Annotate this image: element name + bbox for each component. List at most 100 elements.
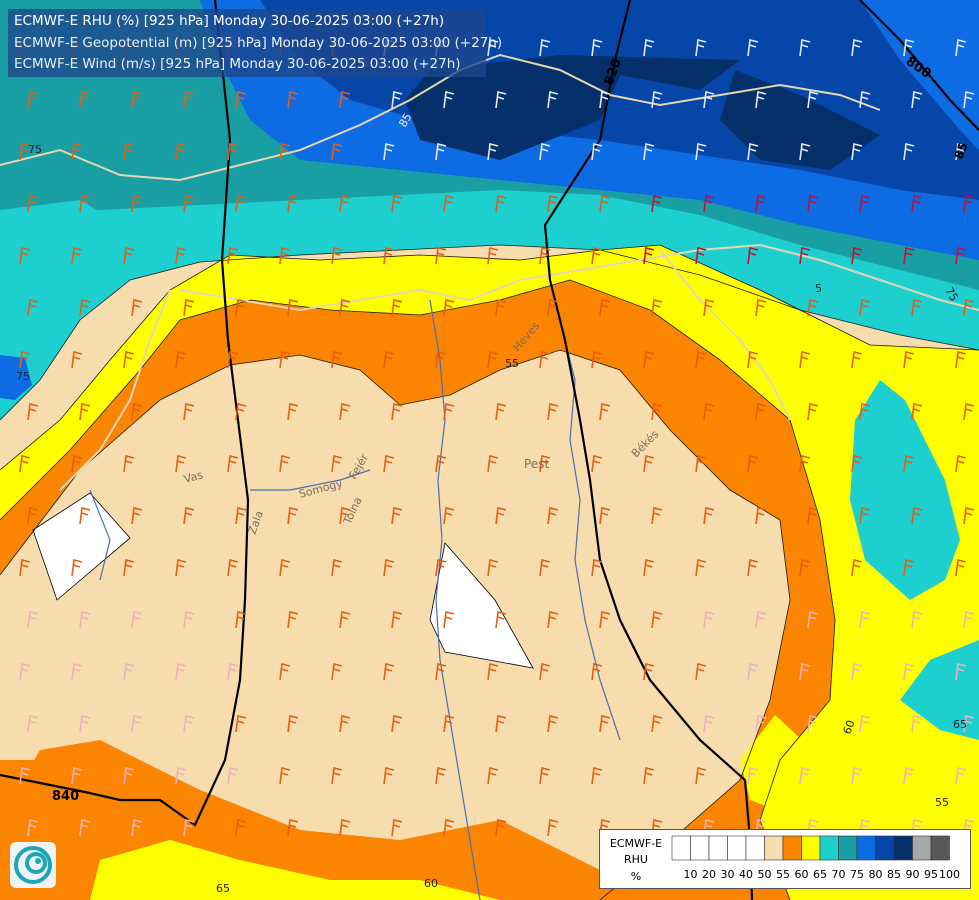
wind-barb xyxy=(131,715,143,733)
wind-barb xyxy=(287,403,299,421)
legend-swatch-75 xyxy=(838,835,858,861)
wind-barb xyxy=(695,247,707,265)
wind-barb xyxy=(183,819,195,837)
wind-barb xyxy=(911,715,923,733)
wind-barb xyxy=(487,767,499,785)
wind-barb xyxy=(123,663,135,681)
wind-barb xyxy=(19,351,31,369)
wind-barb xyxy=(495,819,507,837)
wind-barb xyxy=(903,455,915,473)
wind-barb xyxy=(287,715,299,733)
wind-barb xyxy=(79,819,91,837)
wind-barb xyxy=(279,351,291,369)
wind-barb xyxy=(331,455,343,473)
wind-barb xyxy=(19,767,31,785)
legend-swatch-55 xyxy=(764,835,784,861)
wind-barb xyxy=(643,559,655,577)
wind-barb xyxy=(71,455,83,473)
wind-barb xyxy=(71,247,83,265)
wind-barb xyxy=(287,819,299,837)
wind-barb xyxy=(227,663,239,681)
wind-barb xyxy=(495,507,507,525)
wind-barb xyxy=(599,403,611,421)
wind-barb xyxy=(591,351,603,369)
wind-barb xyxy=(235,715,247,733)
wind-barb xyxy=(27,819,39,837)
wind-barb xyxy=(175,143,187,161)
legend-tick-65: 65 xyxy=(813,868,827,881)
wind-barb xyxy=(495,403,507,421)
wind-barb xyxy=(79,403,91,421)
wind-barb xyxy=(339,507,351,525)
wind-barb xyxy=(287,195,299,213)
wind-barb xyxy=(963,91,975,109)
wind-barb xyxy=(695,767,707,785)
legend-swatch-40 xyxy=(727,835,747,861)
wind-barb xyxy=(79,299,91,317)
rhu-label-60-east: 60 xyxy=(841,718,858,736)
rhu-65-pocket-se xyxy=(740,715,840,815)
wind-barb xyxy=(755,403,767,421)
wind-barb xyxy=(547,91,559,109)
wind-barb xyxy=(703,507,715,525)
wind-barb xyxy=(391,299,403,317)
wind-barb xyxy=(643,39,655,57)
legend-swatch-60 xyxy=(782,835,802,861)
wind-barb xyxy=(755,715,767,733)
wind-barb xyxy=(435,143,447,161)
wind-barb xyxy=(807,611,819,629)
wind-barb xyxy=(851,351,863,369)
wind-barb xyxy=(287,299,299,317)
wind-barb xyxy=(391,819,403,837)
legend-swatch-30 xyxy=(708,835,728,861)
wind-barb xyxy=(79,507,91,525)
wind-barb xyxy=(747,143,759,161)
wind-barb xyxy=(963,403,975,421)
wind-barb xyxy=(911,91,923,109)
legend-swatch-50 xyxy=(745,835,765,861)
wind-barb xyxy=(851,247,863,265)
legend-tick-85: 85 xyxy=(887,868,901,881)
rhu-dry-pocket-west xyxy=(32,492,131,601)
wind-barb xyxy=(227,351,239,369)
wind-barb xyxy=(495,195,507,213)
wind-barb xyxy=(859,299,871,317)
wind-barb xyxy=(235,819,247,837)
legend-swatch-20 xyxy=(690,835,710,861)
wind-barb xyxy=(435,351,447,369)
wind-barb xyxy=(495,611,507,629)
wind-barb xyxy=(695,351,707,369)
wind-barb xyxy=(807,299,819,317)
rhu-label-75-west: 75 xyxy=(28,143,42,156)
wind-barb xyxy=(279,143,291,161)
wind-barb xyxy=(539,143,551,161)
wind-barb xyxy=(79,195,91,213)
rhu-label-75-east: 75 xyxy=(942,285,960,304)
wind-barb xyxy=(851,767,863,785)
wind-barb xyxy=(339,819,351,837)
wind-barb xyxy=(495,715,507,733)
wind-barb xyxy=(123,247,135,265)
wind-barb xyxy=(547,299,559,317)
wind-barb xyxy=(79,611,91,629)
wind-barb xyxy=(175,767,187,785)
wind-barb xyxy=(859,507,871,525)
wind-barb xyxy=(131,403,143,421)
wind-barb xyxy=(955,559,967,577)
wind-barb xyxy=(703,91,715,109)
wind-barb xyxy=(747,767,759,785)
wind-barb xyxy=(955,247,967,265)
wind-barb xyxy=(235,507,247,525)
wind-barb xyxy=(435,767,447,785)
wind-barb xyxy=(903,39,915,57)
rhu-contours xyxy=(0,244,979,900)
wind-barb xyxy=(27,611,39,629)
wind-barb xyxy=(123,767,135,785)
wind-barb xyxy=(695,559,707,577)
wind-barb xyxy=(435,559,447,577)
wind-barb xyxy=(391,611,403,629)
wind-barb xyxy=(955,455,967,473)
wind-barb xyxy=(911,403,923,421)
wind-barb xyxy=(279,559,291,577)
